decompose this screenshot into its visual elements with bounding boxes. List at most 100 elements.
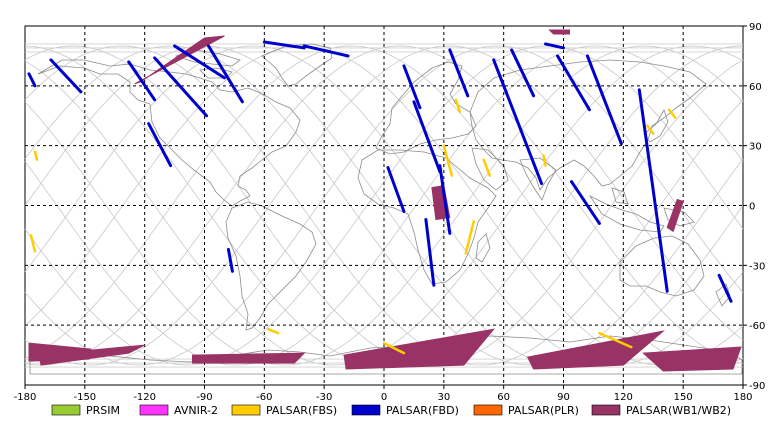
legend-item: PRSIM xyxy=(51,404,120,417)
fbd-swath xyxy=(637,88,669,293)
legend-label: PALSAR(WB1/WB2) xyxy=(626,404,731,417)
coast-europe xyxy=(375,61,477,155)
wb-swath xyxy=(548,29,570,35)
fbs-swath xyxy=(542,154,547,167)
fbd-swath xyxy=(438,164,452,235)
fbd-swath xyxy=(544,42,565,50)
fbd-swath xyxy=(127,60,157,102)
y-tick-label: -30 xyxy=(749,261,765,272)
wb-swath xyxy=(642,346,742,372)
x-tick-label: 60 xyxy=(497,392,510,403)
y-tick-label: 30 xyxy=(749,142,762,153)
fbd-swath xyxy=(569,180,601,225)
legend-item: AVNIR-2 xyxy=(139,404,218,417)
x-tick-label: 30 xyxy=(437,392,450,403)
legend-item: PALSAR(FBD) xyxy=(351,404,459,417)
fbd-swath xyxy=(585,54,623,146)
fbd-swath xyxy=(262,40,306,50)
legend-label: PRSIM xyxy=(86,404,120,417)
x-tick-label: 150 xyxy=(674,392,693,403)
y-axis-ticks: 90 60 30 0 -30 -60 -90 xyxy=(743,22,765,392)
legend-item: PALSAR(WB1/WB2) xyxy=(591,404,731,417)
palsar-fbs-swaths xyxy=(29,98,677,355)
wb-swath xyxy=(666,198,684,233)
fbd-swath xyxy=(147,122,173,168)
wb-swath xyxy=(38,344,145,366)
x-tick-label: 0 xyxy=(381,392,387,403)
fbd-swath xyxy=(412,100,442,174)
coast-india xyxy=(519,157,557,201)
fbs-swath xyxy=(598,331,633,349)
fbs-swath xyxy=(454,98,462,114)
y-tick-label: -60 xyxy=(749,321,765,332)
fbd-swath xyxy=(49,58,83,94)
coast-north-america xyxy=(37,59,301,207)
wb-swath xyxy=(134,35,225,85)
coast-arabia xyxy=(471,147,509,191)
wb-swath xyxy=(343,328,495,370)
legend-swatch xyxy=(351,404,381,416)
x-tick-label: -180 xyxy=(14,392,37,403)
x-tick-label: -90 xyxy=(196,392,212,403)
fbs-swath xyxy=(464,220,475,255)
legend-swatch xyxy=(591,404,621,416)
legend-item: PALSAR(PLR) xyxy=(473,404,579,417)
legend-swatch xyxy=(473,404,503,416)
x-tick-label: -120 xyxy=(133,392,156,403)
wb-swath xyxy=(192,352,306,364)
fbs-swath xyxy=(442,144,454,177)
fbd-swath xyxy=(386,166,406,213)
x-axis-ticks: -180 -150 -120 -90 -60 -30 0 30 60 90 120 150 180 xyxy=(14,385,753,403)
fbd-swath xyxy=(27,72,37,88)
x-tick-label: -150 xyxy=(73,392,96,403)
coast-australia xyxy=(619,235,705,297)
fbs-swath xyxy=(33,150,39,161)
fbs-swath xyxy=(267,327,280,335)
fbd-swath xyxy=(424,217,436,287)
legend-swatch xyxy=(139,404,169,416)
fbs-swath xyxy=(646,124,655,135)
coast-asia xyxy=(469,59,707,191)
x-tick-label: -30 xyxy=(316,392,332,403)
legend-label: PALSAR(FBD) xyxy=(386,404,459,417)
coast-greenland xyxy=(261,43,333,87)
coast-madagascar xyxy=(475,233,491,263)
y-tick-label: 90 xyxy=(749,22,762,33)
coast-south-america xyxy=(225,201,317,331)
coast-arctic-islands xyxy=(174,49,241,79)
legend-item: PALSAR(FBS) xyxy=(231,404,337,417)
coast-japan xyxy=(643,109,669,143)
fbd-swath xyxy=(717,273,733,303)
legend-swatch xyxy=(231,404,261,416)
fbd-swath xyxy=(492,58,544,186)
fbd-swath xyxy=(556,54,591,112)
fbd-swath xyxy=(448,48,470,98)
fbs-swath xyxy=(667,108,677,119)
fbd-swath xyxy=(510,48,536,98)
fbd-swath xyxy=(302,44,350,58)
palsar-fbd-swaths xyxy=(27,40,733,303)
fbd-swath xyxy=(226,247,234,273)
legend-label: PALSAR(FBS) xyxy=(266,404,337,417)
y-tick-label: -90 xyxy=(749,381,765,392)
wb-swath xyxy=(526,330,665,370)
x-tick-label: 120 xyxy=(614,392,633,403)
legend-label: PALSAR(PLR) xyxy=(508,404,579,417)
fbd-swath xyxy=(402,64,422,110)
fbs-swath xyxy=(482,158,491,177)
coast-se-asia xyxy=(588,187,695,233)
y-tick-label: 60 xyxy=(749,82,762,93)
fbs-swath xyxy=(29,234,37,253)
fbd-swath xyxy=(153,56,208,118)
x-tick-label: 180 xyxy=(733,392,752,403)
fbd-swath xyxy=(173,44,226,80)
legend: PRSIM AVNIR-2 PALSAR(FBS) PALSAR(FBD) PALSAR… xyxy=(51,404,731,417)
legend-swatch xyxy=(51,404,81,416)
legend-label: AVNIR-2 xyxy=(174,404,218,417)
fbd-swath xyxy=(206,44,244,104)
y-tick-label: 0 xyxy=(749,202,755,213)
x-tick-label: -60 xyxy=(256,392,272,403)
x-tick-label: 90 xyxy=(557,392,570,403)
